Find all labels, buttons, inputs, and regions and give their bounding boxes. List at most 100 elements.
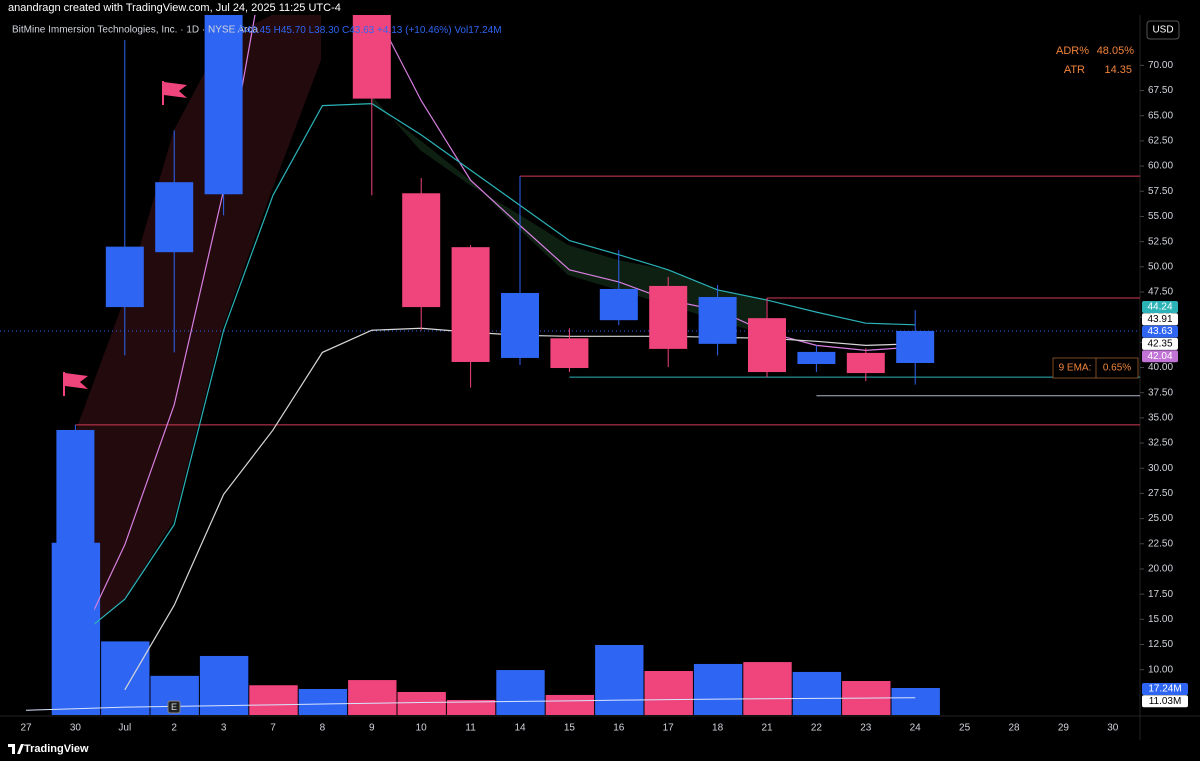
x-tick-label: 16: [613, 723, 625, 734]
brand-name: TradingView: [24, 743, 89, 755]
ema-line: [75, 103, 916, 640]
y-tick-label: 27.50: [1148, 488, 1173, 499]
price-tag: 43.63: [1147, 326, 1172, 337]
credit: anandragn created with TradingView.com, …: [8, 2, 341, 14]
volume-bar: [644, 670, 693, 715]
ema-value: 0.65%: [1103, 363, 1131, 374]
candle-body: [698, 297, 737, 344]
x-tick-label: 14: [514, 723, 526, 734]
ohlc-item: Vol17.24M: [454, 25, 501, 36]
candle-body: [896, 330, 935, 363]
volume-bar: [101, 641, 150, 715]
volume-bar: [298, 689, 348, 715]
x-tick-label: 25: [959, 723, 971, 734]
ohlc-item: C43.63: [342, 25, 375, 36]
svg-text:E: E: [171, 702, 177, 712]
y-tick-label: 60.00: [1148, 161, 1173, 172]
volume-bar: [595, 645, 644, 715]
x-tick-label: 29: [1058, 723, 1070, 734]
volume-bar: [693, 663, 743, 715]
flag: [162, 81, 187, 105]
x-tick-label: 30: [1107, 723, 1119, 734]
y-tick-label: 35.00: [1148, 413, 1173, 424]
volume-bar: [249, 685, 298, 715]
ohlc-item: L38.30: [309, 25, 340, 36]
x-tick-label: 11: [465, 723, 476, 734]
price-tag-box: [1142, 325, 1178, 338]
band-shade: [76, 15, 321, 640]
y-tick-label: 52.50: [1148, 236, 1173, 247]
band-shade: [371, 95, 766, 335]
x-tick-label: 27: [20, 723, 32, 734]
x-tick-label: 23: [860, 723, 872, 734]
candle-body: [748, 318, 786, 373]
x-tick-label: 24: [910, 723, 922, 734]
volume-bar: [743, 662, 792, 715]
candle-body: [402, 193, 441, 308]
candle-body: [797, 351, 836, 364]
x-tick-label: 8: [320, 723, 326, 734]
price-tag-box: [1142, 350, 1178, 363]
volume-bar: [348, 680, 397, 715]
y-tick-label: 15.00: [1148, 614, 1173, 625]
adr-label: ADR%: [1056, 45, 1089, 57]
candle-body: [599, 288, 638, 321]
x-tick-label: 21: [761, 723, 773, 734]
volume-bar: [397, 691, 446, 715]
x-tick-label: 2: [171, 723, 177, 734]
y-tick-label: 32.50: [1148, 438, 1173, 449]
ohlc: O40.45 H45.70 L38.30 C43.63 +4.13 (+10.4…: [238, 25, 502, 36]
x-tick-label: 22: [811, 723, 823, 734]
ohlc-item: +4.13 (+10.46%): [377, 25, 452, 36]
candle-body: [352, 15, 391, 99]
earnings-badge: E: [167, 700, 181, 714]
y-tick-label: 20.00: [1148, 564, 1173, 575]
y-tick-label: 12.50: [1148, 639, 1173, 650]
x-tick-label: Jul: [118, 723, 131, 734]
volume-bar: [496, 670, 545, 715]
currency: USD: [1152, 25, 1173, 36]
price-tag-box: [1142, 313, 1178, 326]
price-tag-box: [1142, 337, 1178, 350]
y-tick-label: 22.50: [1148, 538, 1173, 549]
x-tick-label: 15: [564, 723, 576, 734]
candle-body: [155, 182, 194, 253]
atr-label: ATR: [1064, 64, 1085, 76]
price-tag: 43.91: [1147, 314, 1172, 325]
y-tick-label: 70.00: [1148, 60, 1173, 71]
y-tick-label: 57.50: [1148, 186, 1173, 197]
price-tag-box: [1142, 301, 1178, 313]
flag: [63, 372, 88, 396]
y-tick-label: 47.50: [1148, 287, 1173, 298]
price-tag: 44.24: [1147, 302, 1172, 313]
y-tick-label: 25.00: [1148, 513, 1173, 524]
atr-value: 14.35: [1104, 64, 1132, 76]
x-tick-label: 18: [712, 723, 724, 734]
y-tick-label: 37.50: [1148, 387, 1173, 398]
volume-bar: [545, 694, 595, 715]
volume-tag: 11.03M: [1149, 696, 1182, 707]
candle-body: [105, 246, 144, 308]
ema-label: 9 EMA:: [1059, 363, 1092, 374]
candle-body: [846, 352, 885, 374]
volume-tag-box: [1142, 695, 1188, 708]
ohlc-item: O40.45: [238, 25, 271, 36]
volume-tag: 17.24M: [1148, 684, 1181, 695]
candle-body: [204, 15, 243, 195]
candle-body: [649, 285, 688, 349]
y-tick-label: 10.00: [1148, 664, 1173, 675]
adr-value: 48.05%: [1097, 45, 1135, 57]
y-tick-label: 50.00: [1148, 261, 1173, 272]
x-tick-label: 28: [1008, 723, 1020, 734]
candle-body: [56, 429, 95, 680]
volume-bar: [792, 671, 842, 715]
y-tick-label: 55.00: [1148, 211, 1173, 222]
y-tick-label: 62.50: [1148, 136, 1173, 147]
plot-area: [0, 15, 1140, 715]
volume-bar: [446, 699, 496, 715]
x-tick-label: 10: [416, 723, 428, 734]
x-tick-label: 17: [663, 723, 675, 734]
volume-tag-box: [1142, 683, 1188, 695]
candle-body: [550, 338, 589, 369]
